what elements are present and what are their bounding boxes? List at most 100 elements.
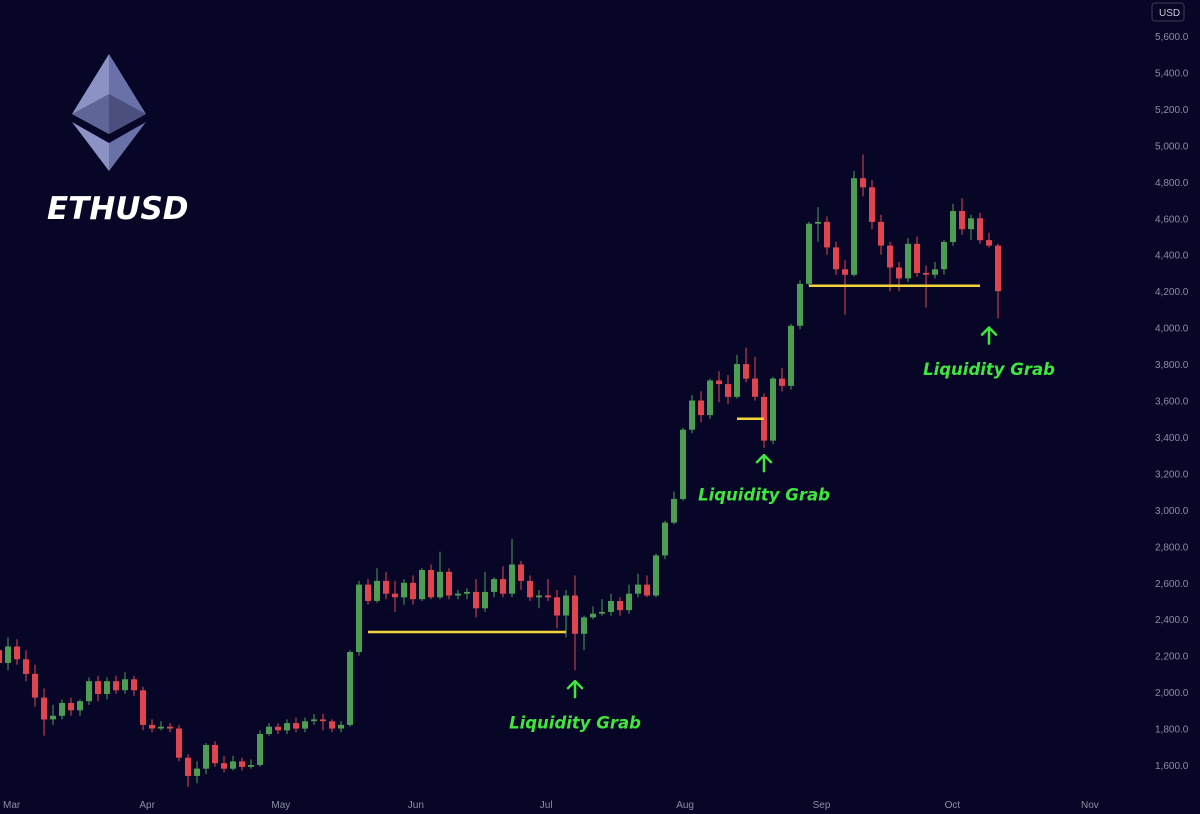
candle xyxy=(806,221,812,286)
candle xyxy=(815,207,821,242)
candle xyxy=(293,717,299,733)
candle xyxy=(59,699,65,720)
candle-body xyxy=(86,681,92,702)
candle xyxy=(140,686,146,731)
candle xyxy=(5,637,11,671)
price-tick-label: 4,600.0 xyxy=(1155,214,1189,225)
candle xyxy=(977,212,983,244)
candle-body xyxy=(653,555,659,596)
candle xyxy=(725,375,731,405)
candle xyxy=(680,427,686,501)
candle-body xyxy=(545,595,551,598)
arrow-up-icon xyxy=(566,679,584,699)
candle-body xyxy=(77,701,83,711)
symbol-title: ETHUSD xyxy=(47,191,189,227)
candle xyxy=(842,260,848,315)
candle-body xyxy=(41,697,47,720)
candle-body xyxy=(734,364,740,397)
candle-body xyxy=(203,745,209,769)
candle xyxy=(356,580,362,656)
candle xyxy=(959,198,965,235)
candle xyxy=(932,262,938,279)
candle xyxy=(113,675,119,694)
candle xyxy=(536,590,542,609)
price-tick-label: 1,600.0 xyxy=(1155,761,1189,772)
candle xyxy=(68,697,74,716)
candle-body xyxy=(23,659,29,674)
candle-body xyxy=(149,724,155,729)
candle xyxy=(401,579,407,605)
candle-body xyxy=(626,593,632,611)
candle xyxy=(176,724,182,762)
liquidity-grab-annotation: Liquidity Grab xyxy=(509,679,641,733)
candle xyxy=(554,590,560,629)
candle xyxy=(788,324,794,390)
month-tick-label: Apr xyxy=(139,800,155,811)
month-tick-label: Jun xyxy=(408,800,424,811)
candles xyxy=(0,154,1001,787)
candle xyxy=(581,615,587,651)
candle xyxy=(761,393,767,448)
candle-body xyxy=(869,187,875,222)
price-tick-label: 1,800.0 xyxy=(1155,725,1189,736)
candle xyxy=(329,719,335,733)
candle xyxy=(617,597,623,616)
candle xyxy=(968,214,974,241)
candle xyxy=(644,575,650,598)
candle-body xyxy=(167,726,173,729)
candle xyxy=(707,378,713,419)
candle-body xyxy=(698,400,704,416)
candle-body xyxy=(122,679,128,691)
candle-body xyxy=(968,218,974,230)
candle xyxy=(446,568,452,600)
candle-body xyxy=(716,380,722,385)
candle-body xyxy=(905,243,911,279)
price-tick-label: 4,400.0 xyxy=(1155,251,1189,262)
candle-body xyxy=(14,646,20,660)
candle xyxy=(482,571,488,612)
candle xyxy=(545,579,551,601)
candle xyxy=(752,356,758,401)
candle xyxy=(194,761,200,784)
candle-body xyxy=(284,723,290,731)
candle-body xyxy=(743,364,749,379)
month-tick-label: Oct xyxy=(945,800,961,811)
candle xyxy=(284,719,290,734)
candle xyxy=(500,566,506,598)
candle xyxy=(833,241,839,275)
price-tick-label: 3,200.0 xyxy=(1155,469,1189,480)
currency-box[interactable]: USD xyxy=(1151,2,1185,22)
candle-body xyxy=(50,715,56,720)
candle-body xyxy=(671,498,677,523)
candle xyxy=(311,714,317,725)
candle-body xyxy=(59,703,65,716)
candle-body xyxy=(275,726,281,731)
price-tick-label: 2,800.0 xyxy=(1155,542,1189,553)
candle-body xyxy=(824,221,830,248)
price-tick-label: 2,600.0 xyxy=(1155,579,1189,590)
candle-body xyxy=(923,272,929,275)
candle xyxy=(383,571,389,600)
candle xyxy=(338,721,344,733)
candle-body xyxy=(437,571,443,598)
candle xyxy=(950,203,956,246)
candle xyxy=(257,730,263,767)
candle-body xyxy=(986,240,992,246)
candle xyxy=(689,395,695,434)
candle-body xyxy=(617,601,623,611)
candle xyxy=(365,579,371,605)
candle xyxy=(104,677,110,700)
candle-body xyxy=(959,211,965,230)
candle xyxy=(905,238,911,282)
candle xyxy=(824,216,830,255)
candle-body xyxy=(833,247,839,270)
candle xyxy=(851,170,857,277)
candle xyxy=(221,755,227,773)
price-tick-label: 5,400.0 xyxy=(1155,69,1189,80)
candle-body xyxy=(815,221,821,224)
candle-body xyxy=(851,178,857,275)
candle xyxy=(23,650,29,682)
candle-body xyxy=(914,243,920,273)
candle-body xyxy=(248,765,254,767)
